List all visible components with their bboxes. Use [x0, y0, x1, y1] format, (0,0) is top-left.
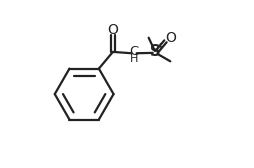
Text: C: C — [129, 45, 138, 58]
Text: H: H — [130, 54, 139, 64]
Text: O: O — [165, 31, 176, 45]
Text: S: S — [150, 44, 161, 59]
Text: O: O — [107, 23, 118, 37]
Text: +: + — [156, 41, 164, 52]
